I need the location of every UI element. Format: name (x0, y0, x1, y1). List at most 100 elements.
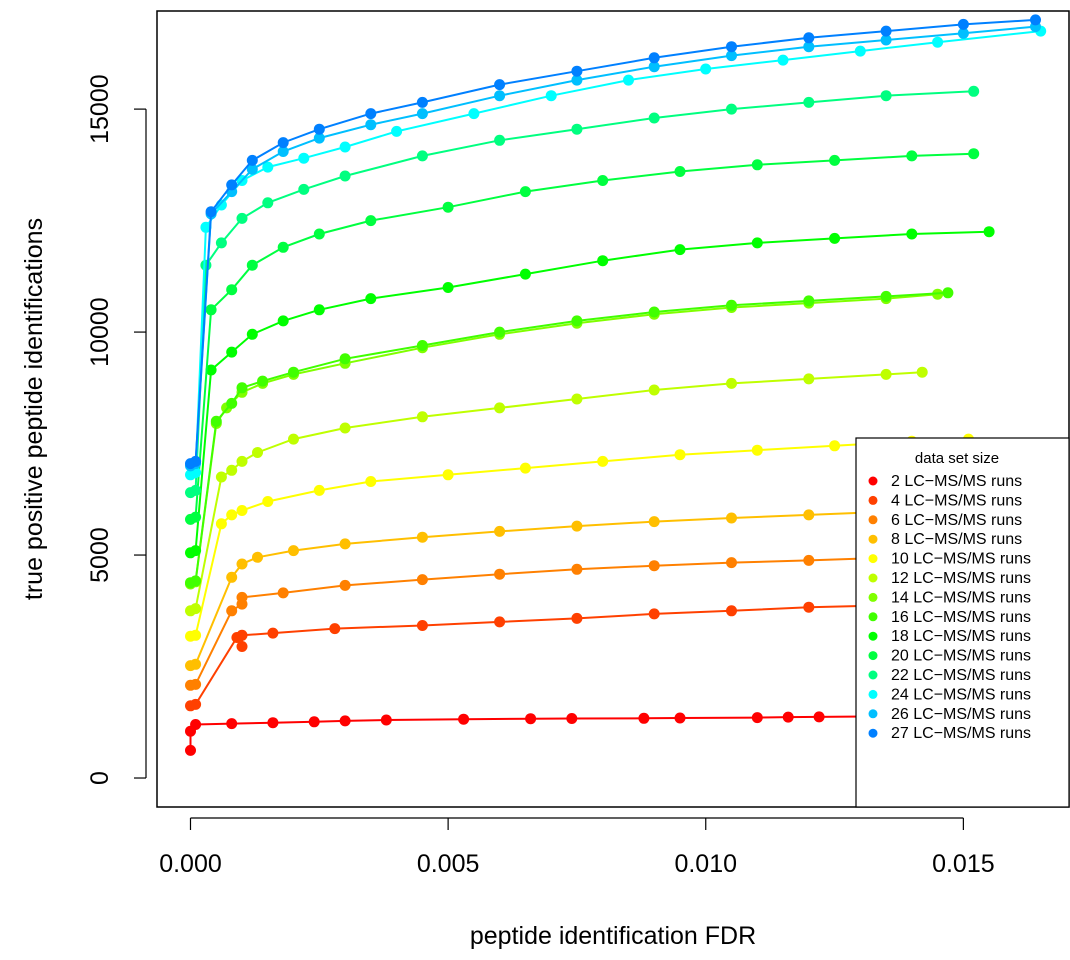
data-point (190, 658, 202, 670)
data-point (277, 146, 289, 157)
data-point (751, 237, 763, 249)
data-point (226, 464, 238, 476)
data-point (700, 63, 712, 75)
data-point (803, 509, 815, 521)
legend-marker (868, 612, 878, 622)
data-point (313, 123, 325, 135)
data-point (597, 175, 609, 186)
data-point (416, 620, 428, 631)
plot-frame (156, 10, 1070, 808)
x-tick-label: 0.005 (417, 850, 480, 878)
series-1 (185, 597, 969, 712)
data-point (648, 384, 660, 396)
data-point (829, 154, 841, 166)
legend-item: 24 LC−MS/MS runs (868, 686, 1031, 703)
data-point (957, 27, 969, 39)
y-tick-label: 0 (86, 771, 114, 785)
data-point (365, 119, 377, 131)
y-tick-label: 10000 (86, 297, 114, 367)
data-point (226, 346, 238, 358)
data-point (267, 717, 279, 729)
data-point (236, 558, 248, 570)
series-line (190, 371, 923, 612)
data-point (906, 150, 918, 162)
legend-box (855, 437, 1070, 808)
legend-item: 10 LC−MS/MS runs (868, 551, 1031, 568)
data-point (983, 226, 995, 238)
data-point (803, 295, 815, 307)
data-point (262, 197, 274, 209)
data-point (623, 74, 634, 86)
data-point (571, 520, 583, 532)
legend-marker (868, 476, 878, 486)
data-point (813, 711, 825, 723)
legend-marker (868, 592, 878, 602)
data-point (494, 616, 506, 628)
data-point (308, 716, 320, 728)
legend-item: 16 LC−MS/MS runs (868, 609, 1031, 626)
data-point (185, 744, 196, 756)
series-line (190, 508, 943, 667)
data-point (190, 575, 202, 587)
legend-label: 22 LC−MS/MS runs (891, 667, 1031, 684)
legend: data set size 2 LC−MS/MS runs 4 LC−MS/MS … (855, 437, 1070, 808)
data-point (648, 560, 660, 572)
data-point (803, 96, 815, 108)
legend-label: 8 LC−MS/MS runs (891, 531, 1022, 548)
data-point (236, 641, 248, 652)
legend-label: 12 LC−MS/MS runs (891, 570, 1031, 587)
data-point (190, 455, 202, 467)
data-point (190, 678, 202, 690)
data-point (277, 587, 289, 599)
series-7 (185, 287, 954, 589)
data-point (215, 199, 227, 211)
data-point (339, 141, 351, 153)
data-point (519, 186, 531, 198)
data-point (458, 713, 470, 725)
series-line (190, 30, 1041, 476)
data-point (298, 183, 310, 195)
legend-label: 27 LC−MS/MS runs (891, 725, 1031, 742)
x-axis-title: peptide identification FDR (470, 922, 756, 950)
data-point (205, 364, 217, 376)
data-point (726, 103, 737, 115)
legend-marker (868, 534, 878, 544)
data-point (726, 605, 737, 617)
data-point (339, 353, 351, 365)
data-point (571, 315, 583, 327)
data-point (566, 713, 578, 724)
series-2 (185, 549, 974, 691)
x-tick-label: 0.000 (159, 850, 222, 878)
data-point (777, 54, 789, 66)
series-12 (185, 21, 1041, 472)
data-point (571, 393, 583, 405)
data-point (339, 538, 351, 550)
legend-item: 2 LC−MS/MS runs (868, 473, 1022, 490)
data-point (880, 290, 892, 302)
data-point (751, 159, 763, 171)
data-point (782, 711, 794, 723)
data-point (205, 304, 217, 316)
data-point (1030, 14, 1041, 26)
data-point (267, 627, 279, 639)
series-line (190, 90, 974, 494)
data-point (942, 287, 954, 299)
data-point (597, 255, 609, 267)
data-point (751, 444, 763, 456)
series-9 (185, 148, 980, 525)
data-point (829, 440, 841, 452)
data-point (854, 45, 866, 57)
legend-label: 14 LC−MS/MS runs (891, 589, 1031, 606)
legend-marker (868, 573, 878, 583)
legend-item: 22 LC−MS/MS runs (868, 667, 1031, 684)
data-point (190, 511, 202, 523)
data-point (571, 563, 583, 575)
legend-marker (868, 631, 878, 641)
series-line (190, 291, 948, 584)
data-point (880, 25, 892, 37)
data-point (674, 166, 686, 177)
data-point (880, 368, 892, 380)
data-point (803, 554, 815, 566)
data-point (416, 531, 428, 543)
data-point (519, 268, 531, 280)
